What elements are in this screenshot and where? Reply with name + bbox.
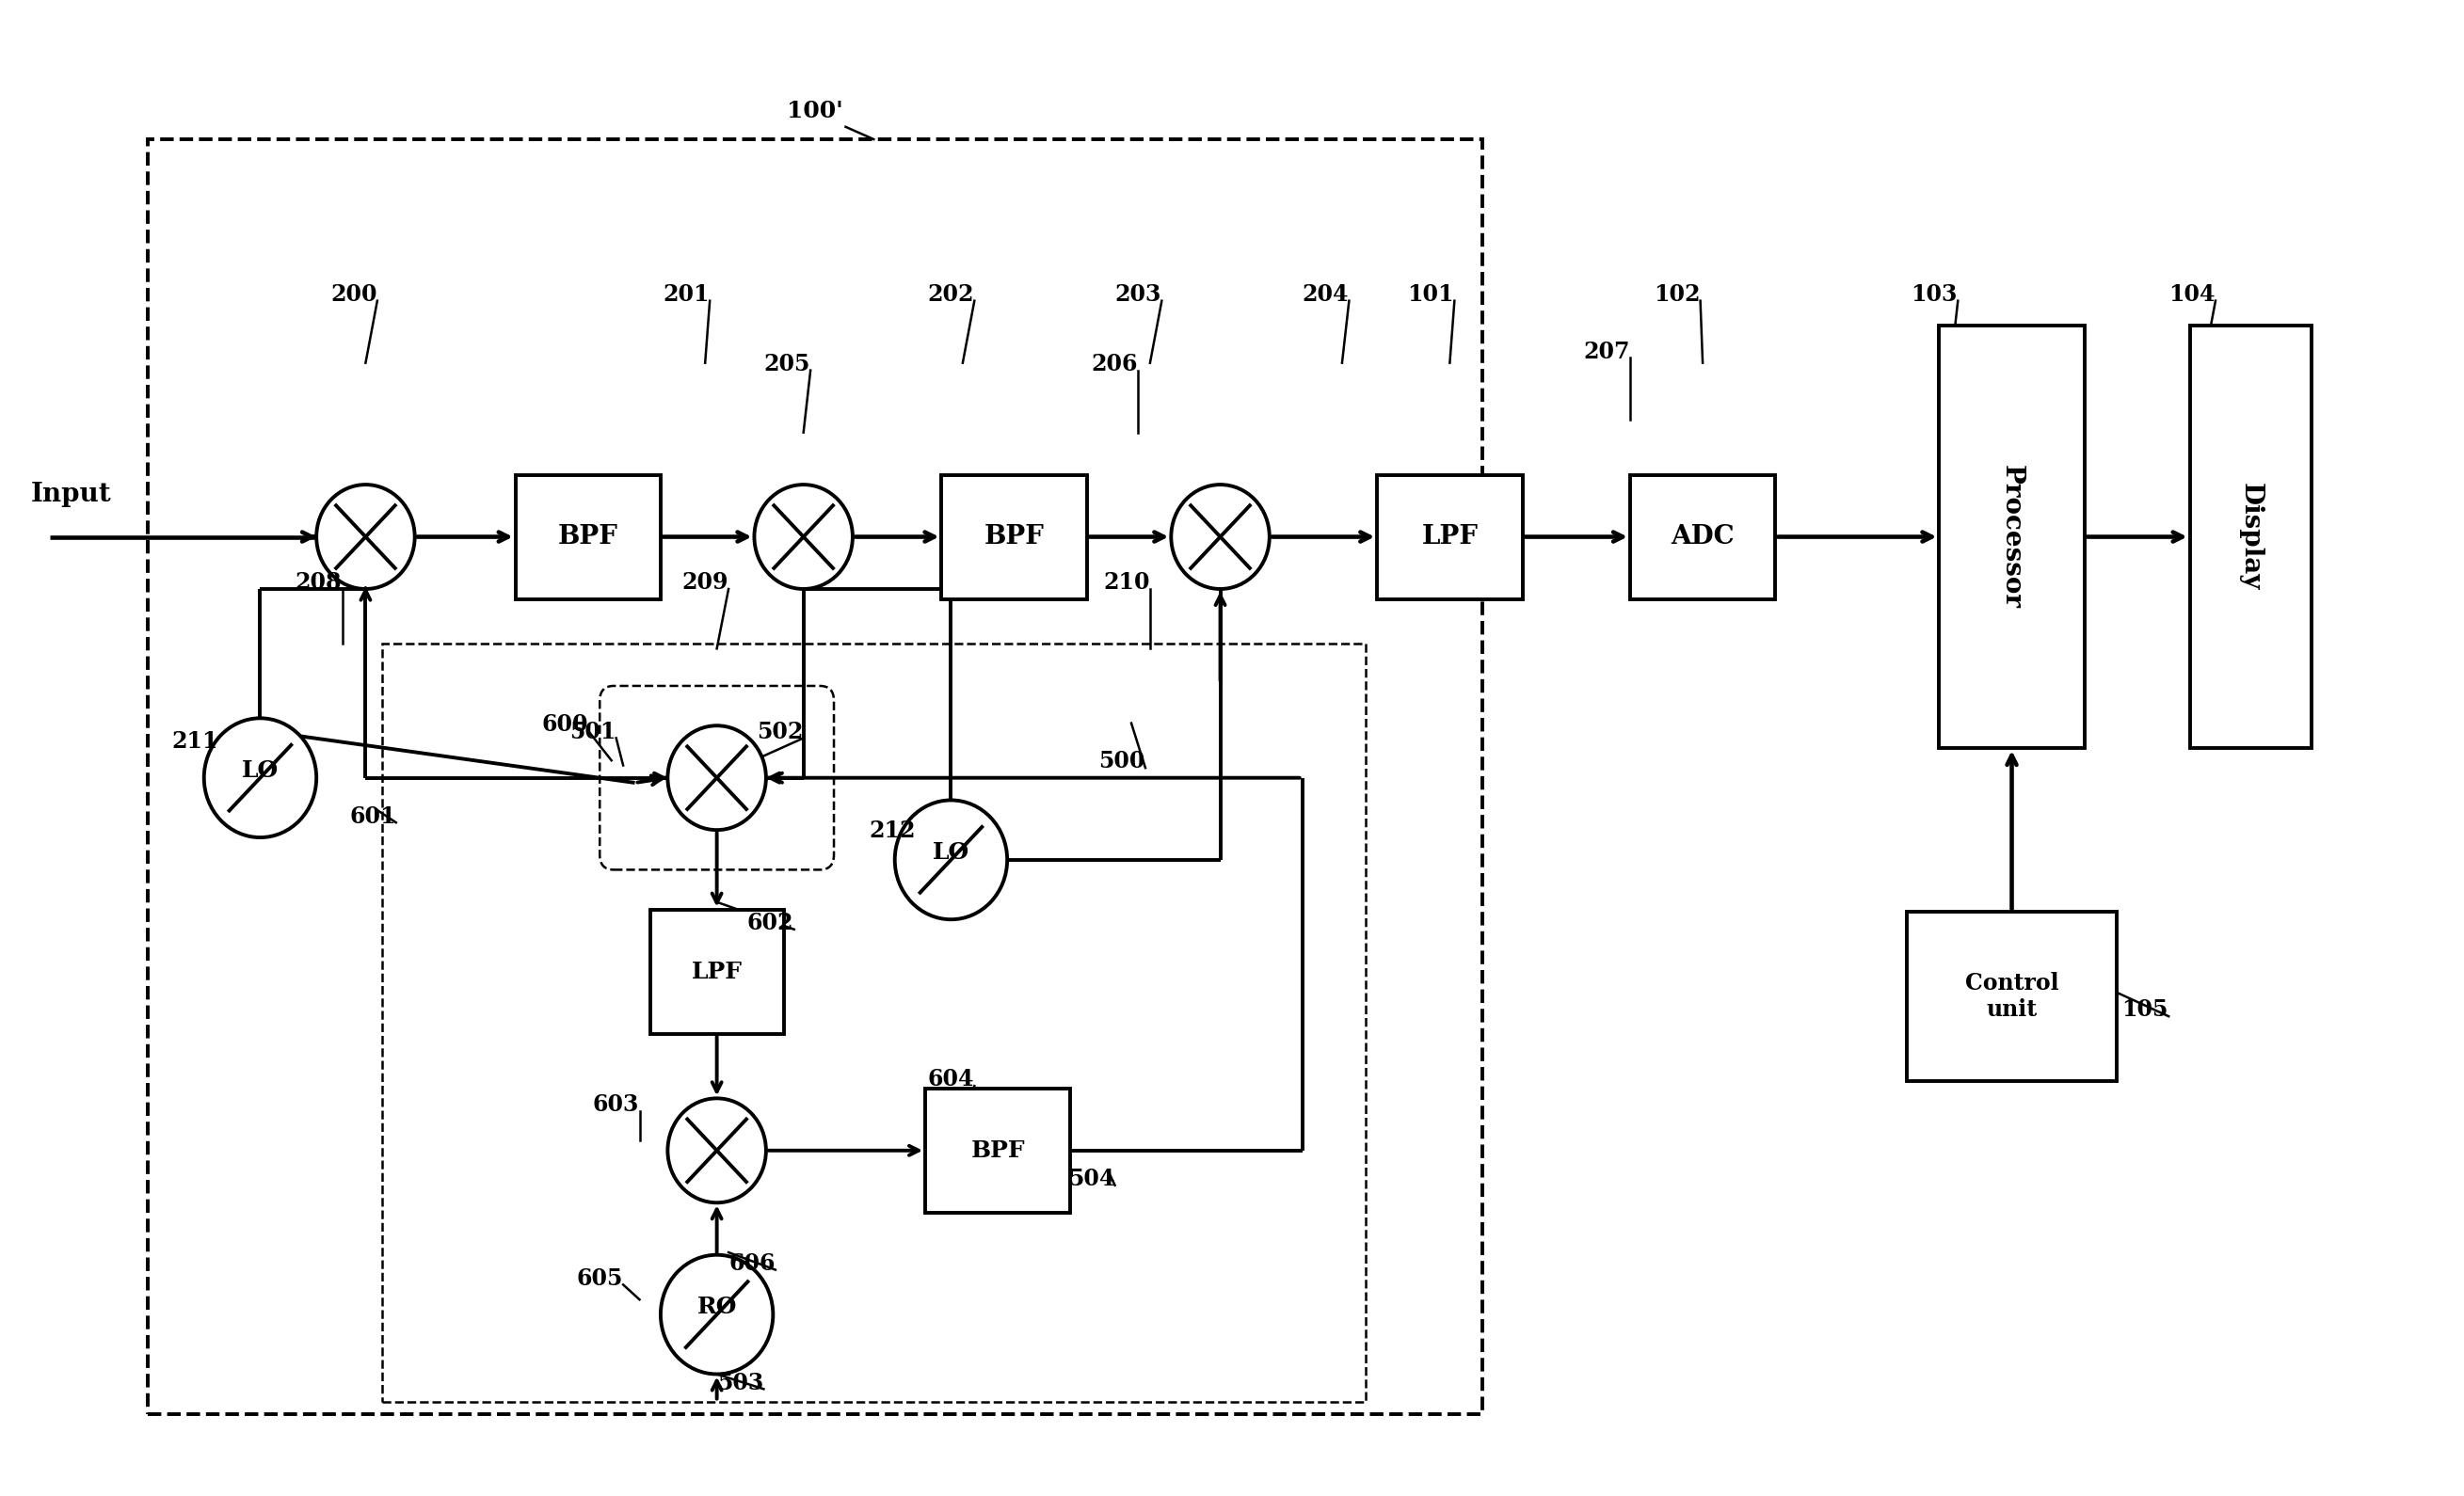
Text: 502: 502 <box>756 721 803 744</box>
Text: 101: 101 <box>1407 283 1454 305</box>
Text: Display: Display <box>2237 483 2264 591</box>
Text: 207: 207 <box>1584 340 1629 364</box>
Text: 605: 605 <box>577 1267 623 1290</box>
Text: 201: 201 <box>663 283 710 305</box>
FancyBboxPatch shape <box>1907 913 2117 1082</box>
Text: 202: 202 <box>926 283 973 305</box>
Text: 604: 604 <box>926 1068 973 1091</box>
FancyBboxPatch shape <box>1939 326 2085 748</box>
Text: LO: LO <box>241 758 278 781</box>
FancyBboxPatch shape <box>1377 474 1523 598</box>
FancyBboxPatch shape <box>650 910 784 1034</box>
Text: RO: RO <box>697 1296 737 1318</box>
Text: 103: 103 <box>1912 283 1956 305</box>
Text: 203: 203 <box>1114 283 1161 305</box>
Text: 500: 500 <box>1099 751 1146 773</box>
Text: ADC: ADC <box>1671 524 1735 549</box>
Circle shape <box>660 1255 774 1375</box>
FancyBboxPatch shape <box>2190 326 2311 748</box>
Circle shape <box>668 726 766 830</box>
Text: Processor: Processor <box>1998 465 2025 609</box>
Text: 211: 211 <box>170 730 217 752</box>
Text: 212: 212 <box>870 820 917 842</box>
Text: BPF: BPF <box>983 524 1045 549</box>
Circle shape <box>315 485 414 589</box>
Text: BPF: BPF <box>971 1140 1025 1162</box>
Text: Input: Input <box>30 482 111 507</box>
Text: LPF: LPF <box>1422 524 1478 549</box>
Text: 601: 601 <box>350 805 397 827</box>
FancyBboxPatch shape <box>941 474 1087 598</box>
Text: 602: 602 <box>747 911 793 935</box>
Text: BPF: BPF <box>557 524 618 549</box>
Text: 501: 501 <box>569 721 616 744</box>
Text: 100': 100' <box>786 99 843 121</box>
Text: 208: 208 <box>296 571 342 594</box>
Text: LO: LO <box>931 841 968 863</box>
Text: 105: 105 <box>2122 999 2168 1022</box>
Text: 606: 606 <box>729 1252 776 1275</box>
Text: 600: 600 <box>542 714 589 736</box>
Text: Control
unit: Control unit <box>1964 972 2057 1020</box>
Text: 104: 104 <box>2168 283 2215 305</box>
Circle shape <box>205 718 315 838</box>
Circle shape <box>754 485 853 589</box>
Text: 209: 209 <box>683 571 729 594</box>
Text: 102: 102 <box>1653 283 1700 305</box>
Text: LPF: LPF <box>692 960 742 983</box>
Text: 503: 503 <box>717 1372 764 1394</box>
Circle shape <box>1170 485 1269 589</box>
Circle shape <box>894 800 1008 920</box>
FancyBboxPatch shape <box>1631 474 1774 598</box>
Text: 206: 206 <box>1092 353 1138 375</box>
FancyBboxPatch shape <box>515 474 660 598</box>
Text: 210: 210 <box>1104 571 1151 594</box>
Text: 603: 603 <box>594 1094 638 1116</box>
Text: 205: 205 <box>764 353 811 375</box>
Text: 504: 504 <box>1067 1168 1114 1191</box>
FancyBboxPatch shape <box>926 1089 1069 1213</box>
Circle shape <box>668 1098 766 1203</box>
Text: 200: 200 <box>330 283 377 305</box>
Text: 204: 204 <box>1303 283 1348 305</box>
